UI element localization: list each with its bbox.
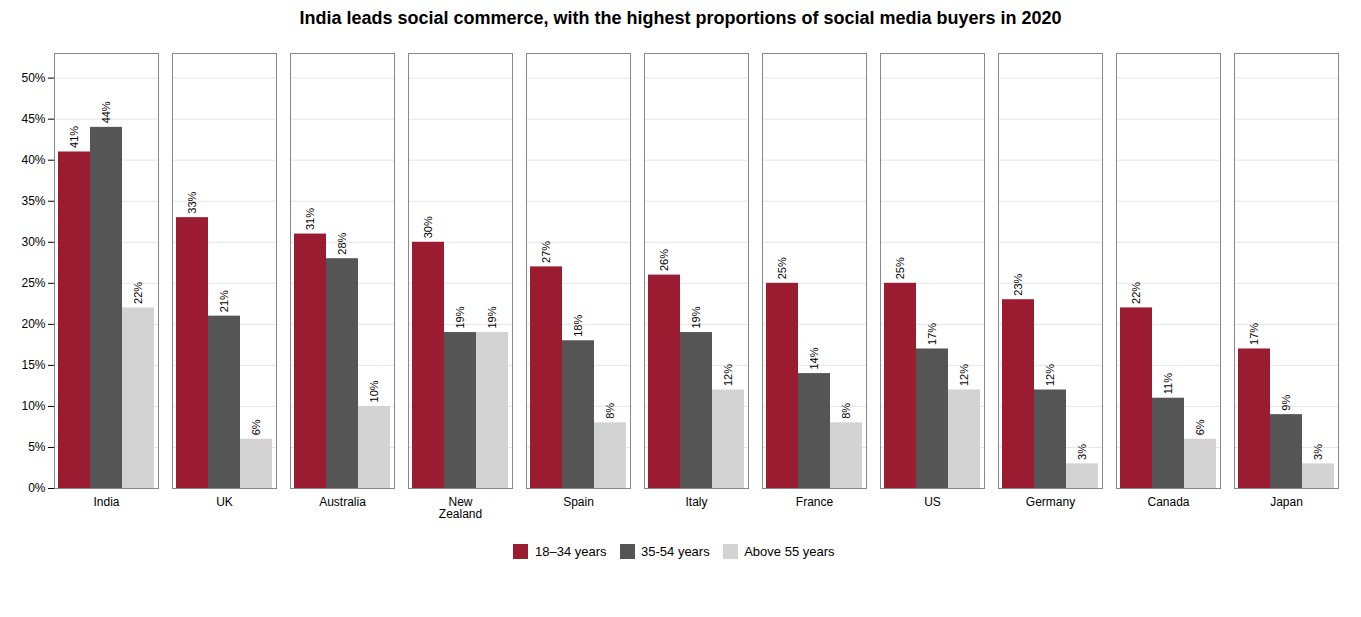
svg-text:28%: 28%: [336, 232, 348, 254]
svg-text:Canada: Canada: [1147, 495, 1189, 509]
svg-text:20%: 20%: [21, 317, 45, 331]
svg-text:22%: 22%: [1130, 282, 1142, 304]
svg-text:44%: 44%: [100, 101, 112, 123]
svg-text:25%: 25%: [776, 257, 788, 279]
svg-text:3%: 3%: [1076, 444, 1088, 460]
svg-text:8%: 8%: [604, 403, 616, 419]
svg-text:18%: 18%: [572, 315, 584, 337]
svg-text:6%: 6%: [250, 419, 262, 435]
svg-text:41%: 41%: [68, 126, 80, 148]
svg-text:27%: 27%: [540, 241, 552, 263]
svg-text:12%: 12%: [722, 364, 734, 386]
svg-text:12%: 12%: [1044, 364, 1056, 386]
svg-text:22%: 22%: [132, 282, 144, 304]
svg-text:23%: 23%: [1012, 273, 1024, 295]
svg-text:31%: 31%: [304, 208, 316, 230]
svg-text:33%: 33%: [186, 191, 198, 213]
svg-text:19%: 19%: [690, 306, 702, 328]
svg-text:Spain: Spain: [563, 495, 594, 509]
html-text:18–34 years: 18–34 years: [535, 544, 607, 559]
svg-text:5%: 5%: [28, 440, 46, 454]
svg-text:UK: UK: [216, 495, 233, 509]
svg-text:25%: 25%: [21, 276, 45, 290]
svg-text:11%: 11%: [1162, 373, 1174, 394]
svg-text:40%: 40%: [21, 153, 45, 167]
html-text:35-54 years: 35-54 years: [641, 544, 710, 559]
svg-text:19%: 19%: [486, 306, 498, 328]
svg-text:NewZealand: NewZealand: [439, 495, 482, 521]
svg-text:14%: 14%: [808, 347, 820, 369]
svg-text:0%: 0%: [28, 481, 46, 495]
svg-text:Australia: Australia: [319, 495, 366, 509]
svg-text:10%: 10%: [368, 380, 380, 402]
svg-text:17%: 17%: [926, 323, 938, 345]
svg-text:US: US: [924, 495, 941, 509]
svg-text:35%: 35%: [21, 194, 45, 208]
svg-text:25%: 25%: [894, 257, 906, 279]
svg-text:Japan: Japan: [1270, 495, 1303, 509]
svg-text:19%: 19%: [454, 306, 466, 328]
svg-text:10%: 10%: [21, 399, 45, 413]
svg-text:30%: 30%: [422, 216, 434, 238]
svg-text:26%: 26%: [658, 249, 670, 271]
svg-text:9%: 9%: [1280, 395, 1292, 411]
svg-text:Italy: Italy: [685, 495, 707, 509]
svg-text:8%: 8%: [840, 403, 852, 419]
svg-text:12%: 12%: [958, 364, 970, 386]
svg-text:45%: 45%: [21, 112, 45, 126]
svg-text:50%: 50%: [21, 71, 45, 85]
svg-text:3%: 3%: [1312, 444, 1324, 460]
svg-text:15%: 15%: [21, 358, 45, 372]
svg-text:17%: 17%: [1248, 323, 1260, 345]
html-text:Above 55 years: Above 55 years: [744, 544, 835, 559]
svg-text:21%: 21%: [218, 290, 230, 312]
html-text:India leads social commerce, w: India leads social commerce, with the hi…: [299, 8, 1062, 28]
svg-text:6%: 6%: [1194, 419, 1206, 435]
svg-text:30%: 30%: [21, 235, 45, 249]
svg-text:France: France: [796, 495, 834, 509]
svg-text:Germany: Germany: [1026, 495, 1075, 509]
svg-text:India: India: [93, 495, 119, 509]
